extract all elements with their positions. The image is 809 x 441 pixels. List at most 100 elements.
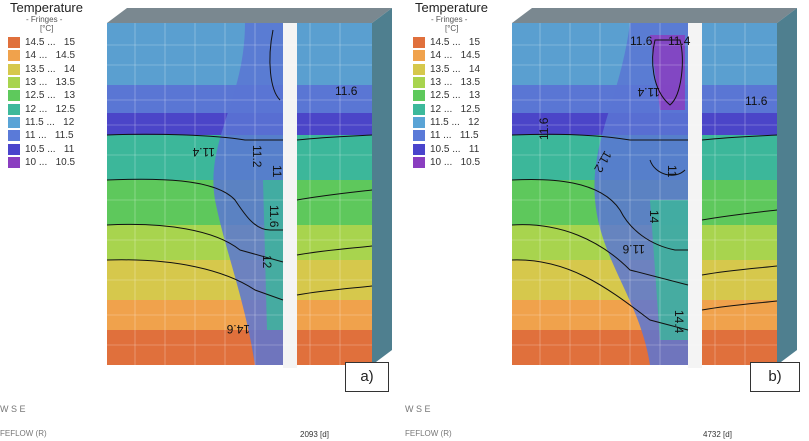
contour-label: 11.2 — [250, 145, 264, 168]
legend-unit: [°C] — [40, 24, 54, 33]
legend-swatch — [8, 50, 20, 62]
legend-range-label: 11.5 ... 12 — [430, 116, 480, 128]
legend-swatch — [8, 63, 20, 75]
compass-icon: W S E — [0, 404, 26, 414]
legend-swatch — [413, 50, 425, 62]
contour-label: 14 — [647, 210, 661, 224]
legend-entry: 13.5 ... 14 — [8, 63, 103, 76]
legend-range-label: 10.5 ... 11 — [430, 143, 480, 155]
contour-label: 11.6 — [537, 117, 551, 140]
model-panel-a: Temperature - Fringes - [°C] 14.5 ... 15… — [0, 0, 404, 441]
legend-range-label: 13 ... 13.5 — [430, 77, 481, 89]
temperature-block-3d: 11.6 11.2 11.4 11 11.6 12 14.6 — [106, 8, 392, 368]
model-panel-b: Temperature - Fringes - [°C] 14.5 ... 15… — [405, 0, 809, 441]
contour-label: 11.6 — [335, 84, 358, 98]
contour-label: 14.4 — [672, 310, 686, 334]
legend-swatch — [8, 77, 20, 89]
contour-label-group: 11.6 11.4 11.6 11.6 11.4 11.2 11 14 11.6… — [537, 34, 768, 334]
legend-entry: 12 ... 12.5 — [413, 102, 508, 115]
legend-swatch — [8, 130, 20, 142]
legend-unit: [°C] — [445, 24, 459, 33]
legend-range-label: 12 ... 12.5 — [25, 103, 76, 115]
top-face — [512, 8, 797, 23]
legend-entry: 11 ... 11.5 — [413, 129, 508, 142]
top-face — [107, 8, 392, 23]
legend-range-label: 10.5 ... 11 — [25, 143, 75, 155]
legend-swatch — [413, 63, 425, 75]
contour-label: 11.6 — [267, 205, 281, 228]
legend-range-label: 12.5 ... 13 — [430, 90, 481, 102]
compass-icon: W S E — [405, 404, 431, 414]
temperature-legend: Temperature - Fringes - [°C] 14.5 ... 15… — [413, 0, 508, 169]
contour-label: 12 — [260, 255, 274, 269]
legend-swatch — [413, 116, 425, 128]
legend-range-label: 10 ... 10.5 — [25, 156, 76, 168]
legend-range-label: 13.5 ... 14 — [430, 63, 481, 75]
panel-tag: b) — [750, 362, 800, 392]
legend-swatch — [8, 156, 20, 168]
legend-entry: 14 ... 14.5 — [8, 49, 103, 62]
legend-entry: 13 ... 13.5 — [413, 76, 508, 89]
legend-range-label: 14.5 ... 15 — [25, 37, 76, 49]
contour-lines — [511, 39, 778, 331]
legend-swatch — [8, 37, 20, 49]
legend-title: Temperature — [10, 0, 83, 15]
legend-range-label: 11.5 ... 12 — [25, 116, 75, 128]
legend-entry: 12.5 ... 13 — [8, 89, 103, 102]
legend-swatch — [413, 90, 425, 102]
legend-entry: 10.5 ... 11 — [413, 142, 508, 155]
legend-swatch — [413, 77, 425, 89]
legend-swatch — [8, 90, 20, 102]
legend-entry: 12.5 ... 13 — [413, 89, 508, 102]
side-face — [372, 8, 392, 365]
contour-label: 11 — [270, 165, 284, 178]
legend-entry: 12 ... 12.5 — [8, 102, 103, 115]
legend-range-label: 11 ... 11.5 — [25, 130, 74, 142]
legend-swatch — [413, 156, 425, 168]
legend-swatch — [413, 37, 425, 49]
legend-range-label: 13.5 ... 14 — [25, 63, 76, 75]
legend-swatch — [8, 143, 20, 155]
legend-entry: 14.5 ... 15 — [8, 36, 103, 49]
legend-subtitle: - Fringes - — [431, 15, 468, 24]
legend-entry: 11 ... 11.5 — [8, 129, 103, 142]
contour-label: 11.6 — [630, 34, 653, 48]
legend-entry: 13 ... 13.5 — [8, 76, 103, 89]
legend-entry: 14 ... 14.5 — [413, 49, 508, 62]
legend-range-label: 11 ... 11.5 — [430, 130, 479, 142]
contour-label: 14.6 — [226, 322, 250, 336]
simulation-time: 2093 [d] — [300, 430, 329, 439]
temperature-legend: Temperature - Fringes - [°C] 14.5 ... 15… — [8, 0, 103, 169]
contour-label: 11 — [665, 165, 679, 178]
legend-swatch — [413, 130, 425, 142]
temperature-block-3d: 11.6 11.4 11.6 11.6 11.4 11.2 11 14 11.6… — [511, 8, 797, 368]
legend-entry: 10.5 ... 11 — [8, 142, 103, 155]
contour-label: 11.6 — [622, 242, 645, 256]
legend-entry: 10 ... 10.5 — [413, 156, 508, 169]
contour-lines — [106, 29, 373, 301]
legend-entry: 11.5 ... 12 — [413, 116, 508, 129]
legend-range-label: 12 ... 12.5 — [430, 103, 481, 115]
legend-swatch — [413, 143, 425, 155]
contour-label: 11.6 — [745, 94, 768, 108]
simulation-time: 4732 [d] — [703, 430, 732, 439]
mesh-grid — [512, 23, 777, 365]
legend-title: Temperature — [415, 0, 488, 15]
front-face — [512, 23, 777, 368]
legend-range-label: 14 ... 14.5 — [25, 50, 76, 62]
mesh-grid — [107, 23, 372, 365]
legend-swatch — [413, 103, 425, 115]
legend-swatch — [8, 103, 20, 115]
legend-rows: 14.5 ... 15 14 ... 14.5 13.5 ... 14 13 ... … — [8, 36, 103, 169]
legend-range-label: 12.5 ... 13 — [25, 90, 76, 102]
legend-entry: 10 ... 10.5 — [8, 156, 103, 169]
legend-entry: 14.5 ... 15 — [413, 36, 508, 49]
legend-entry: 11.5 ... 12 — [8, 116, 103, 129]
legend-rows: 14.5 ... 15 14 ... 14.5 13.5 ... 14 13 ... … — [413, 36, 508, 169]
software-brand: FEFLOW (R) — [0, 429, 47, 438]
contour-label: 11.4 — [668, 34, 691, 48]
contour-label: 11.4 — [637, 85, 660, 99]
side-face — [777, 8, 797, 365]
legend-entry: 13.5 ... 14 — [413, 63, 508, 76]
legend-range-label: 13 ... 13.5 — [25, 77, 76, 89]
